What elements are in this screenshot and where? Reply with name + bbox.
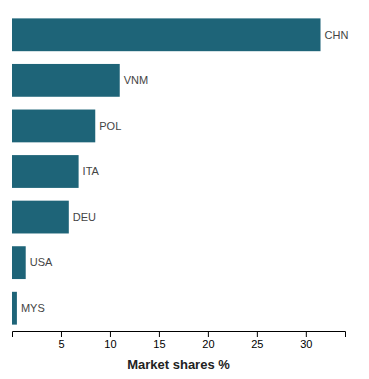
x-tick: 15	[153, 331, 165, 350]
bar	[12, 64, 120, 97]
category-label: USA	[30, 256, 53, 268]
x-tick-mark	[159, 331, 160, 337]
bar	[12, 155, 79, 188]
category-label: CHN	[325, 29, 349, 41]
x-axis: 5 10 15 20 25 30	[13, 331, 346, 350]
x-tick: 10	[104, 331, 116, 350]
x-tick-label: 20	[202, 338, 214, 350]
x-tick-label: 5	[58, 338, 64, 350]
bar	[12, 110, 95, 143]
x-tick-label: 10	[104, 338, 116, 350]
bar	[12, 246, 26, 279]
x-tick: 5	[58, 331, 64, 350]
category-label: VNM	[124, 74, 148, 86]
x-tick: 20	[202, 331, 214, 350]
category-label: POL	[99, 120, 121, 132]
x-tick-label: 25	[251, 338, 263, 350]
bar	[12, 18, 321, 51]
plot-area: CHN VNM POL ITA DEU USA MYS 5 10 15 20 25 30	[12, 18, 348, 349]
x-tick: 25	[251, 331, 263, 350]
bar-labels: CHN VNM POL ITA DEU USA MYS	[21, 29, 349, 314]
x-tick-label: 15	[153, 338, 165, 350]
bar	[12, 292, 17, 325]
x-tick-mark	[208, 331, 209, 337]
category-label: MYS	[21, 302, 45, 314]
x-axis-title: Market shares %	[127, 357, 230, 372]
bars	[12, 18, 321, 324]
x-tick-mark	[306, 331, 307, 337]
x-tick-mark	[257, 331, 258, 337]
x-tick-mark	[110, 331, 111, 337]
x-axis-line	[13, 332, 346, 338]
x-tick-mark	[61, 331, 62, 337]
category-label: DEU	[73, 211, 96, 223]
bar	[12, 201, 69, 234]
x-tick-label: 30	[300, 338, 312, 350]
x-tick: 30	[300, 331, 312, 350]
chart: CHN VNM POL ITA DEU USA MYS 5 10 15 20 25 30 Market s…	[0, 0, 369, 379]
category-label: ITA	[83, 165, 100, 177]
